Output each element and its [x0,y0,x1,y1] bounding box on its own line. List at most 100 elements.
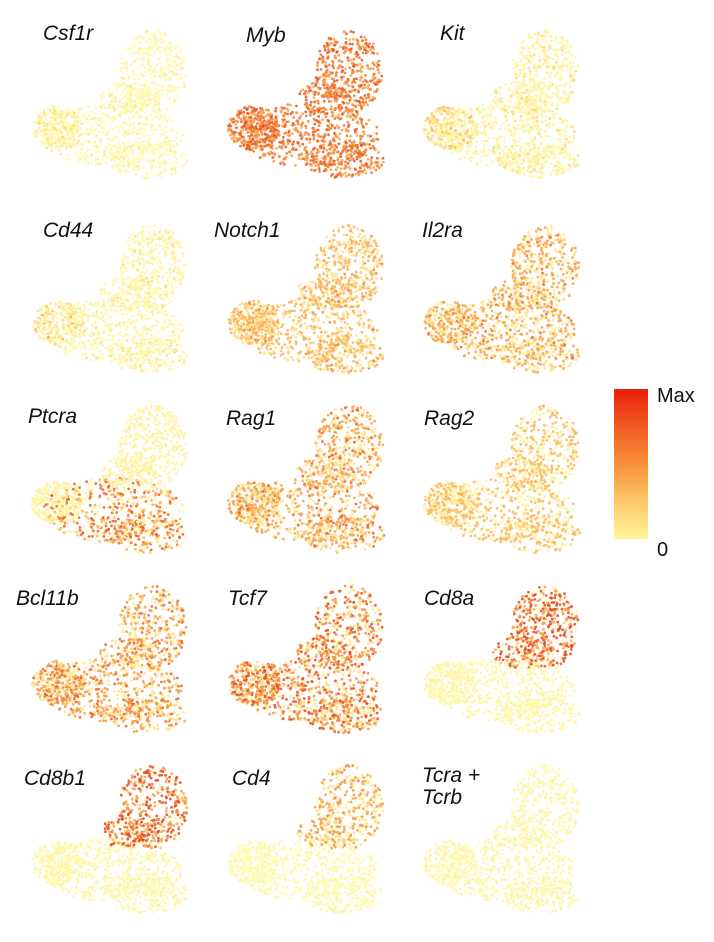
cell-point [122,133,126,137]
cell-point [52,319,55,323]
cell-point [552,164,556,168]
cell-point [346,111,350,115]
cell-point [135,57,139,61]
cell-point [127,365,131,369]
cell-point [125,65,129,69]
cell-point [336,166,340,169]
cell-point [239,117,243,121]
cell-point [502,135,506,139]
cell-point [554,112,558,116]
cell-point [511,160,515,164]
cell-point [156,269,160,273]
cell-point [126,317,130,321]
cell-point [136,355,140,359]
cell-point [249,148,252,152]
cell-point [126,261,130,265]
cell-point [324,157,328,161]
cell-point [80,357,84,360]
cell-point [358,141,362,145]
cell-point [554,153,557,157]
cell-point [101,157,105,161]
cell-point [363,150,367,154]
cell-point [535,163,538,167]
cell-point [148,46,152,50]
cell-point [176,242,180,246]
cell-point [558,40,562,44]
cell-point [243,125,247,128]
panel-myb: Myb [214,10,414,195]
cell-point [557,47,561,51]
cell-point [328,140,332,144]
cell-point [358,78,362,82]
cell-point [168,136,172,140]
cell-point [163,49,167,53]
cell-point [528,86,532,90]
cell-point [104,145,108,149]
cell-point [440,125,443,129]
cell-point [124,123,128,127]
cell-point [546,65,549,69]
cell-point [132,352,136,356]
cell-point [543,53,546,57]
cell-point [297,157,301,161]
cell-point [498,156,502,159]
cell-point [173,139,177,143]
cell-point [109,152,113,156]
cell-point [348,139,352,143]
cell-point [242,114,246,118]
cell-point [160,65,163,69]
cell-point [550,95,554,99]
cell-point [50,133,53,137]
cell-point [273,153,277,157]
cell-point [309,113,312,117]
cell-point [239,144,242,148]
cell-point [84,132,88,135]
cell-point [177,245,181,248]
cell-point [492,91,496,94]
cell-point [148,133,151,137]
cell-point [54,132,58,135]
cell-point [349,49,353,53]
cell-point [560,101,564,104]
cell-point [377,161,380,165]
cell-point [232,140,236,144]
cell-point [348,66,352,70]
cell-point [333,107,336,111]
cell-point [516,81,520,85]
cell-point [529,77,533,81]
cell-point [67,323,71,327]
cell-point [261,124,265,128]
cell-point [110,100,113,103]
cell-point [568,94,572,98]
cell-point [317,135,321,138]
cell-point [149,72,153,76]
cell-point [327,128,331,132]
cell-point [493,116,497,120]
cell-point [154,103,158,107]
cell-point [316,86,320,89]
panel-csf1r: Csf1r [18,10,218,195]
cell-point [522,123,526,127]
cell-point [160,115,164,118]
cell-point [77,108,81,111]
cell-point [123,308,127,311]
cell-point [323,134,326,137]
cell-point [475,126,478,130]
cell-point [75,304,79,307]
cell-point [527,36,530,39]
cell-point [154,74,158,77]
cell-point [566,57,570,60]
cell-point [47,133,50,137]
cell-point [517,99,521,103]
cell-point [246,143,249,147]
cell-point [140,344,143,348]
cell-point [533,150,537,153]
cell-point [90,331,94,334]
cell-point [489,104,492,108]
cell-point [310,150,313,154]
cell-point [133,52,137,55]
cell-point [469,139,472,143]
cell-point [550,109,554,113]
cell-point [525,57,528,60]
cell-point [526,152,530,156]
